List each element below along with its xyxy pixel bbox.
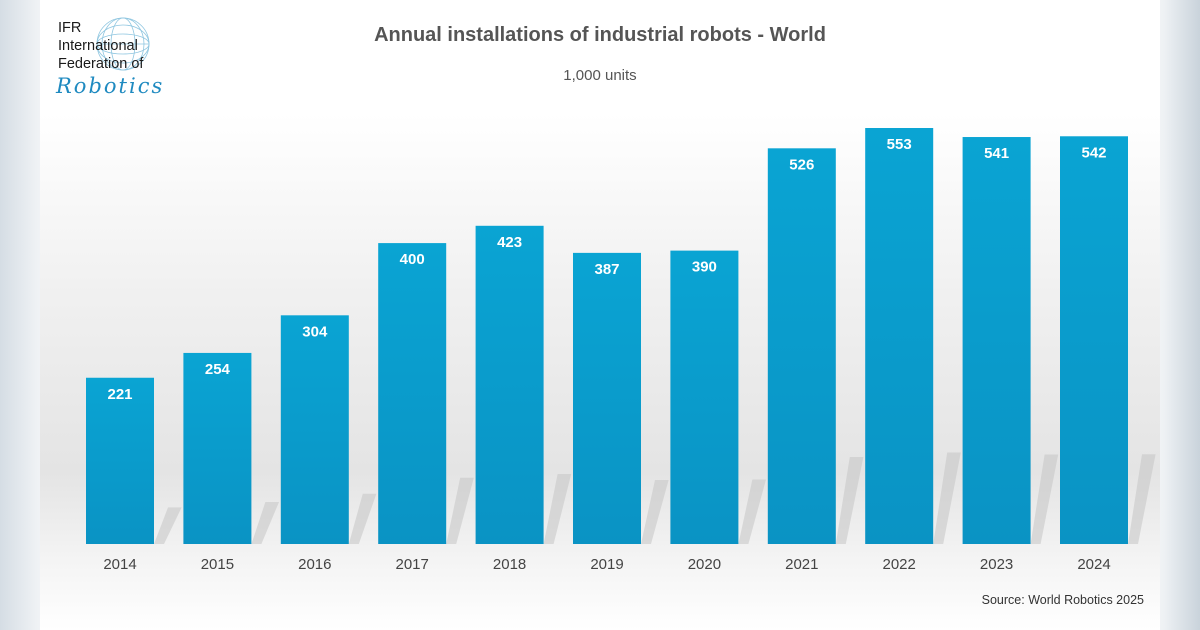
x-tick-2017: 2017	[396, 556, 429, 573]
logo-text-federation: Federation of	[58, 56, 144, 72]
x-tick-2023: 2023	[980, 556, 1013, 573]
x-tick-2018: 2018	[493, 556, 526, 573]
logo-text-ifr: IFR	[58, 20, 82, 36]
bar-2021	[767, 148, 836, 544]
bar-shadow	[251, 501, 279, 544]
data-label-2019: 387	[594, 261, 619, 278]
data-label-2016: 304	[302, 323, 328, 340]
data-label-2018: 423	[497, 234, 522, 251]
data-label-2015: 254	[205, 361, 231, 378]
bar-shadow	[446, 477, 474, 544]
bar-shadow	[933, 452, 961, 544]
logo-text-international: International	[58, 38, 138, 54]
data-label-2014: 221	[107, 386, 132, 403]
x-tick-2024: 2024	[1077, 556, 1110, 573]
bar-shadow	[1128, 454, 1156, 544]
source-note: Source: World Robotics 2025	[981, 593, 1144, 607]
x-tick-2014: 2014	[103, 556, 136, 573]
bar-shadow	[1030, 454, 1059, 544]
data-label-2023: 541	[984, 145, 1009, 162]
data-label-2022: 553	[887, 136, 912, 153]
bar-shadow	[835, 456, 864, 544]
bar-2019	[573, 252, 641, 544]
bar-2014	[86, 377, 154, 544]
bar-2015	[183, 352, 252, 544]
bar-shadow	[738, 479, 766, 544]
bar-2018	[475, 225, 544, 544]
data-label-2020: 390	[692, 259, 717, 276]
x-tick-2020: 2020	[688, 556, 721, 573]
bar-2016	[280, 315, 349, 544]
chart-title: Annual installations of industrial robot…	[374, 24, 826, 46]
bar-shadow	[348, 493, 377, 544]
bar-2023	[962, 137, 1031, 544]
bar-2024	[1060, 136, 1128, 544]
x-tick-2019: 2019	[590, 556, 623, 573]
globe-icon	[96, 17, 150, 71]
bar-2022	[865, 128, 934, 544]
data-label-2021: 526	[789, 156, 814, 173]
bar-2017	[378, 243, 447, 545]
data-label-2024: 542	[1081, 144, 1106, 161]
bar-2020	[670, 250, 739, 544]
bar-shadow	[543, 473, 572, 544]
x-tick-2021: 2021	[785, 556, 818, 573]
x-tick-2015: 2015	[201, 556, 234, 573]
logo-text-robotics: Robotics	[56, 74, 165, 98]
x-tick-2016: 2016	[298, 556, 331, 573]
data-label-2017: 400	[400, 251, 425, 268]
chart-subtitle: 1,000 units	[563, 67, 637, 84]
bar-shadow	[641, 479, 669, 544]
bar-shadow	[154, 507, 182, 544]
x-tick-2022: 2022	[883, 556, 916, 573]
ifr-logo: IFR International Federation of Robotics	[56, 14, 181, 98]
